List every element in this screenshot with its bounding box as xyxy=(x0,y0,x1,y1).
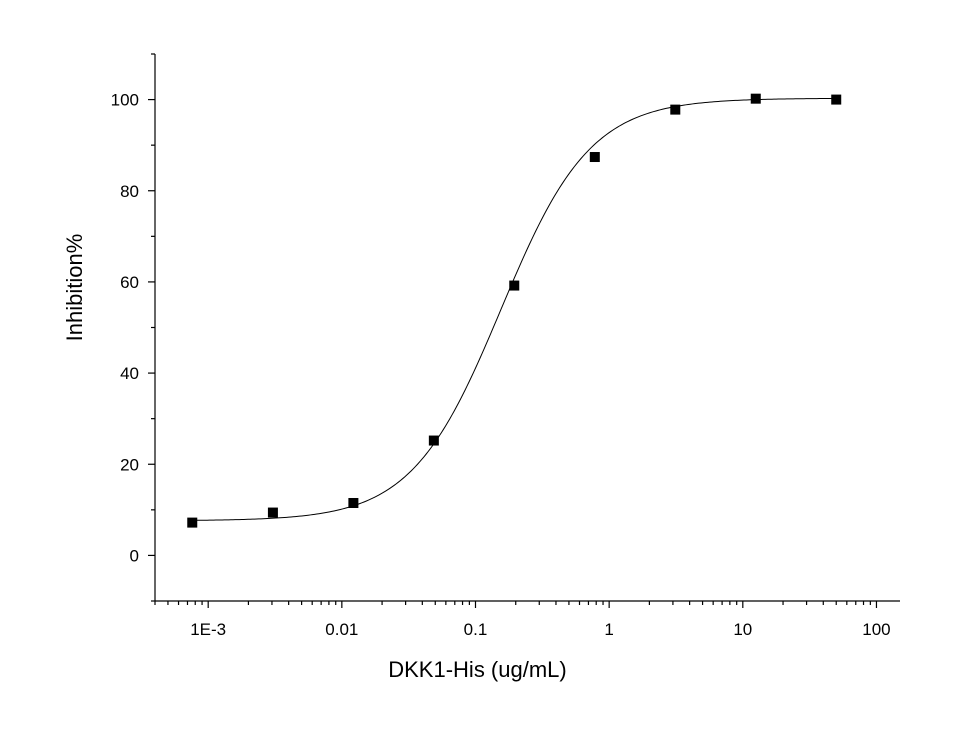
x-tick-label: 100 xyxy=(862,620,890,639)
y-axis-title: Inhibition% xyxy=(62,234,87,342)
x-tick-label: 0.1 xyxy=(464,620,488,639)
y-tick-label: 20 xyxy=(120,455,139,474)
data-point xyxy=(509,280,520,291)
data-point xyxy=(428,435,439,446)
data-point xyxy=(670,104,681,115)
y-tick-label: 60 xyxy=(120,273,139,292)
tick-labels: 0 20 40 60 80 100 1E-3 0.01 0.1 1 10 100 xyxy=(111,91,891,639)
x-tick-label: 0.01 xyxy=(325,620,358,639)
y-tick-label: 40 xyxy=(120,364,139,383)
y-tick-label: 0 xyxy=(130,546,139,565)
data-point xyxy=(831,94,842,105)
data-points xyxy=(187,93,842,528)
x-tick-label: 1 xyxy=(604,620,613,639)
data-point xyxy=(267,507,278,518)
data-point xyxy=(589,152,600,163)
x-tick-label: 1E-3 xyxy=(190,620,226,639)
fit-curve xyxy=(192,97,837,521)
data-point xyxy=(348,497,359,508)
data-point xyxy=(187,517,198,528)
data-point xyxy=(750,93,761,104)
y-tick-label: 80 xyxy=(120,182,139,201)
y-tick-label: 100 xyxy=(111,91,139,110)
x-axis-title: DKK1-His (ug/mL) xyxy=(388,657,566,682)
x-tick-label: 10 xyxy=(733,620,752,639)
ticks xyxy=(148,53,878,608)
